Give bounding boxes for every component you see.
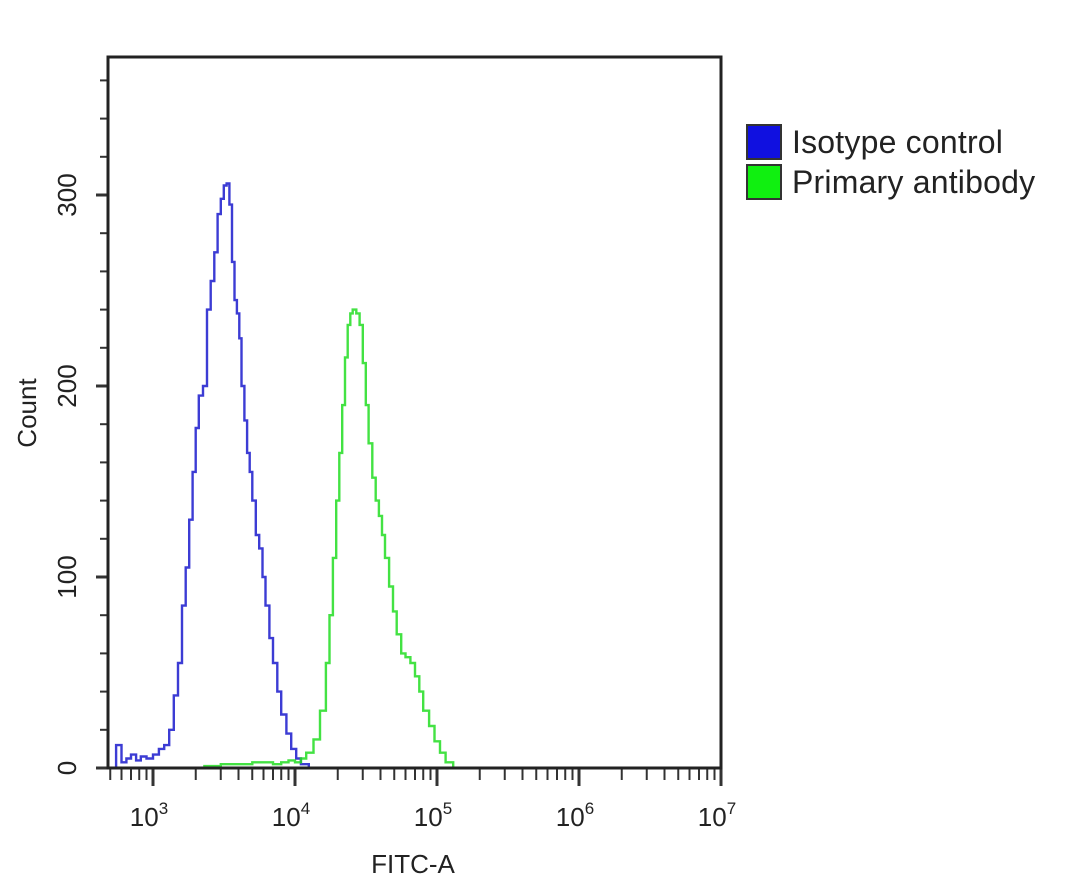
- legend-label: Isotype control: [792, 123, 1004, 160]
- y-tick-label: 0: [52, 761, 82, 775]
- legend-swatch-green-icon: [746, 164, 782, 200]
- y-tick-label: 100: [52, 555, 82, 598]
- y-tick-label: 300: [52, 173, 82, 216]
- plot-frame: [106, 55, 723, 770]
- x-axis-title: FITC-A: [371, 849, 455, 879]
- legend-item-primary-antibody: Primary antibody: [746, 162, 1035, 202]
- legend-swatch-blue-icon: [746, 124, 782, 160]
- x-tick-label: 105: [414, 799, 452, 832]
- x-tick-label: 104: [272, 799, 310, 832]
- y-axis-tick-labels: 0 100 200 300: [52, 173, 82, 775]
- histogram-series: [114, 182, 455, 768]
- legend-label: Primary antibody: [792, 163, 1036, 200]
- y-axis-ticks: [96, 79, 108, 770]
- y-tick-label: 200: [52, 364, 82, 407]
- legend: Isotype control Primary antibody: [746, 122, 1035, 202]
- x-axis-ticks: [109, 768, 723, 786]
- legend-item-isotype-control: Isotype control: [746, 122, 1035, 162]
- x-tick-label: 106: [556, 799, 594, 832]
- y-axis-title: Count: [12, 378, 42, 448]
- x-axis-tick-labels: 103 104 105 106 107: [130, 799, 736, 832]
- x-tick-label: 103: [130, 799, 168, 832]
- histogram-isotype-control: [114, 182, 310, 768]
- histogram-primary-antibody: [203, 308, 455, 768]
- x-tick-label: 107: [698, 799, 736, 832]
